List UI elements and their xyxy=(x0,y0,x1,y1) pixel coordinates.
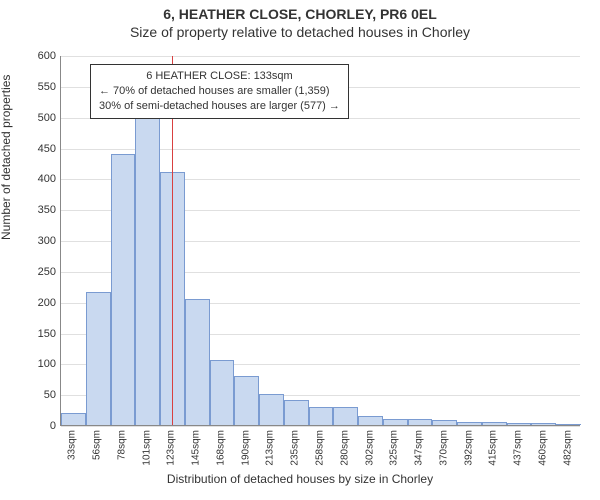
x-tick-label: 190sqm xyxy=(240,430,251,466)
histogram-bar xyxy=(432,420,457,425)
x-tick-label: 56sqm xyxy=(92,430,103,460)
x-tick-label: 437sqm xyxy=(513,430,524,466)
histogram-bar xyxy=(556,424,581,425)
histogram-bar xyxy=(234,376,259,425)
histogram-bar xyxy=(309,407,334,426)
histogram-bar xyxy=(507,423,532,425)
histogram-bar xyxy=(383,419,408,425)
histogram-bar xyxy=(408,419,433,425)
histogram-bar xyxy=(86,292,111,425)
x-tick-label: 33sqm xyxy=(67,430,78,460)
histogram-bar xyxy=(457,422,482,425)
x-tick-label: 302sqm xyxy=(364,430,375,466)
chart-title-sub: Size of property relative to detached ho… xyxy=(0,22,600,40)
x-tick-label: 235sqm xyxy=(290,430,301,466)
y-tick-label: 350 xyxy=(16,204,56,216)
y-tick-label: 400 xyxy=(16,173,56,185)
x-tick-label: 415sqm xyxy=(488,430,499,466)
info-box: 6 HEATHER CLOSE: 133sqm ← 70% of detache… xyxy=(90,64,349,119)
histogram-bar xyxy=(259,394,284,425)
y-tick-label: 50 xyxy=(16,389,56,401)
histogram-bar xyxy=(210,360,235,425)
x-tick-label: 482sqm xyxy=(562,430,573,466)
x-tick-label: 460sqm xyxy=(537,430,548,466)
y-tick-label: 300 xyxy=(16,235,56,247)
x-tick-label: 168sqm xyxy=(215,430,226,466)
histogram-bar xyxy=(284,400,309,425)
x-tick-label: 280sqm xyxy=(339,430,350,466)
histogram-bar xyxy=(482,422,507,425)
histogram-bar xyxy=(333,407,358,426)
y-tick-label: 500 xyxy=(16,112,56,124)
y-tick-label: 100 xyxy=(16,358,56,370)
x-tick-label: 145sqm xyxy=(191,430,202,466)
info-box-line2: ← 70% of detached houses are smaller (1,… xyxy=(99,84,340,99)
chart-title-main: 6, HEATHER CLOSE, CHORLEY, PR6 0EL xyxy=(0,0,600,22)
y-axis-title: Number of detached properties xyxy=(0,75,13,240)
x-tick-label: 258sqm xyxy=(315,430,326,466)
x-tick-label: 101sqm xyxy=(141,430,152,466)
x-tick-label: 123sqm xyxy=(166,430,177,466)
histogram-bar xyxy=(358,416,383,425)
y-tick-label: 450 xyxy=(16,143,56,155)
x-tick-label: 347sqm xyxy=(414,430,425,466)
x-axis-title: Distribution of detached houses by size … xyxy=(0,472,600,486)
y-tick-label: 600 xyxy=(16,50,56,62)
y-tick-label: 250 xyxy=(16,266,56,278)
info-box-line1: 6 HEATHER CLOSE: 133sqm xyxy=(99,69,340,84)
histogram-bar xyxy=(531,423,556,425)
histogram-bar xyxy=(185,299,210,425)
y-tick-label: 0 xyxy=(16,420,56,432)
y-tick-label: 150 xyxy=(16,328,56,340)
info-box-line3: 30% of semi-detached houses are larger (… xyxy=(99,99,340,114)
histogram-bar xyxy=(111,154,136,425)
histogram-bar xyxy=(135,111,160,426)
x-tick-label: 392sqm xyxy=(463,430,474,466)
y-tick-label: 550 xyxy=(16,81,56,93)
histogram-bar xyxy=(61,413,86,425)
x-tick-label: 78sqm xyxy=(116,430,127,460)
x-tick-label: 370sqm xyxy=(438,430,449,466)
x-tick-label: 213sqm xyxy=(265,430,276,466)
grid-line xyxy=(61,426,580,427)
x-tick-label: 325sqm xyxy=(389,430,400,466)
figure: 6, HEATHER CLOSE, CHORLEY, PR6 0EL Size … xyxy=(0,0,600,500)
y-tick-label: 200 xyxy=(16,297,56,309)
grid-line xyxy=(61,56,580,57)
